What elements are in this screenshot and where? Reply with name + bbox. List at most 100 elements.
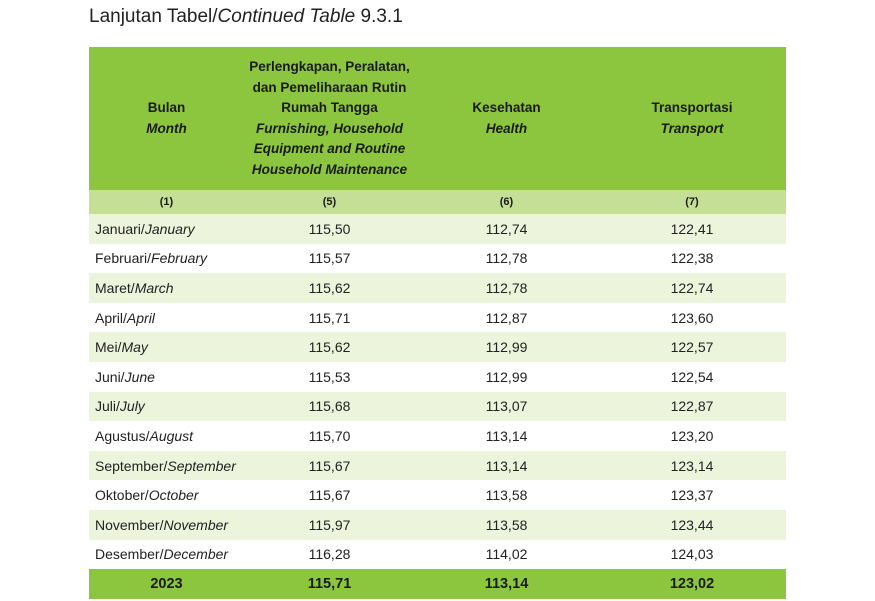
health-value: 113,07 [415,391,598,422]
health-value: 113,58 [415,480,598,510]
header-health-id: Kesehatan [472,100,541,115]
health-value: 114,02 [415,539,598,570]
table-row: Desember/December 116,28 114,02 124,03 [89,539,786,570]
month-en: September [167,457,236,474]
table-row: Maret/March 115,62 112,78 122,74 [89,273,786,303]
header-furnishing-en-3: Household Maintenance [251,161,408,177]
table-row: Juli/July 115,68 113,07 122,87 [89,391,786,422]
header-furnishing: Perlengkapan, Peralatan, dan Pemeliharaa… [244,47,415,190]
header-furnishing-en-2: Equipment and Routine [253,141,406,156]
furnishing-value: 115,57 [244,243,415,274]
month-cell: Agustus/August [89,421,244,451]
month-cell: Maret/March [89,273,244,303]
month-id: November/ [95,516,164,533]
header-furnishing-id-1: Perlengkapan, Peralatan, [249,59,410,74]
total-row: 2023 115,71 113,14 123,02 [89,569,786,600]
month-cell: September/September [89,450,244,481]
table-title: Lanjutan Tabel/Continued Table 9.3.1 [89,6,403,28]
month-cell: Januari/January [89,214,244,244]
col-number: (1) [89,190,244,214]
month-en: February [151,250,208,267]
header-furnishing-id-2: dan Pemeliharaan Rutin [252,79,407,95]
health-value: 112,99 [415,361,598,392]
month-en: November [163,516,229,533]
header-furnishing-en-1: Furnishing, Household [256,120,403,136]
month-en: August [149,427,194,444]
table-row: Februari/February 115,57 112,78 122,38 [89,243,786,274]
header-transport: Transportasi Transport [598,47,786,190]
month-cell: Juni/June [89,361,244,392]
month-id: Maret/ [95,279,135,296]
col-number: (7) [598,190,786,214]
health-value: 112,78 [415,273,598,303]
health-value: 112,87 [415,302,598,333]
table-row: September/September 115,67 113,14 123,14 [89,450,786,481]
furnishing-value: 115,50 [244,214,415,244]
month-en: March [134,279,174,296]
month-id: Juli/ [95,398,120,415]
header-furnishing-id-3: Rumah Tangga [281,100,378,115]
col-number: (6) [415,190,598,214]
furnishing-value: 115,67 [244,450,415,481]
month-cell: November/November [89,509,244,540]
table-row: Juni/June 115,53 112,99 122,54 [89,361,786,392]
month-en: October [148,487,199,504]
health-value: 113,14 [415,421,598,451]
header-transport-id: Transportasi [651,100,733,115]
month-en: December [163,546,229,563]
furnishing-value: 116,28 [244,539,415,570]
health-value: 112,78 [415,243,598,274]
transport-value: 122,41 [598,214,786,244]
transport-value: 123,37 [598,480,786,510]
furnishing-value: 115,71 [244,302,415,333]
month-id: Desember/ [95,546,164,563]
health-value: 113,14 [415,450,598,481]
total-transport: 123,02 [598,569,786,600]
furnishing-value: 115,62 [244,332,415,362]
furnishing-value: 115,70 [244,421,415,451]
table-row: November/November 115,97 113,58 123,44 [89,509,786,540]
transport-value: 123,60 [598,302,786,333]
furnishing-value: 115,62 [244,273,415,303]
month-cell: Februari/February [89,243,244,274]
health-value: 112,74 [415,214,598,244]
month-id: Januari/ [95,220,145,237]
transport-value: 123,20 [598,421,786,451]
col-number: (5) [244,190,415,214]
table-row: Januari/January 115,50 112,74 122,41 [89,214,786,244]
month-en: June [124,368,155,385]
transport-value: 124,03 [598,539,786,570]
transport-value: 122,74 [598,273,786,303]
health-value: 112,99 [415,332,598,362]
transport-value: 123,14 [598,450,786,481]
total-furnishing: 115,71 [244,569,415,600]
month-id: Agustus/ [95,427,150,444]
month-id: April/ [95,309,127,326]
transport-value: 123,44 [598,509,786,540]
month-en: January [144,220,195,237]
month-cell: Desember/December [89,539,244,570]
header-health-en: Health [485,120,528,136]
furnishing-value: 115,68 [244,391,415,422]
month-en: July [119,398,145,415]
header-month-en: Month [146,120,187,136]
month-id: Februari/ [95,250,152,267]
furnishing-value: 115,53 [244,361,415,392]
month-id: September/ [95,457,168,474]
total-label: 2023 [89,569,244,600]
month-id: Mei/ [95,339,122,356]
month-id: Juni/ [95,368,125,385]
table-row: Mei/May 115,62 112,99 122,57 [89,332,786,362]
month-cell: Juli/July [89,391,244,422]
title-number: 9.3.1 [355,6,403,27]
transport-value: 122,87 [598,391,786,422]
title-prefix: Lanjutan Tabel/ [89,6,218,27]
total-health: 113,14 [415,569,598,600]
table-row: Agustus/August 115,70 113,14 123,20 [89,421,786,451]
month-cell: Mei/May [89,332,244,362]
transport-value: 122,38 [598,243,786,274]
month-en: April [126,309,155,326]
header-health: Kesehatan Health [415,47,598,190]
table-row: Oktober/October 115,67 113,58 123,37 [89,480,786,510]
month-cell: April/April [89,302,244,333]
